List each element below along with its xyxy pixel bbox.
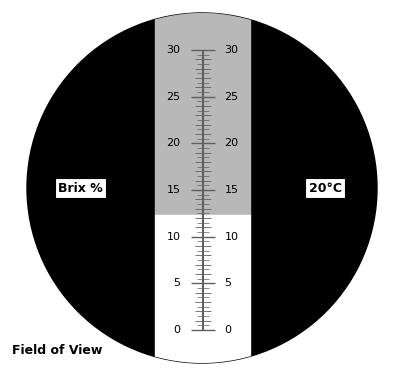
Text: 30: 30 — [225, 45, 238, 55]
Text: 15: 15 — [166, 185, 181, 195]
Text: 10: 10 — [225, 232, 238, 242]
Circle shape — [27, 13, 377, 363]
Text: 10: 10 — [166, 232, 181, 242]
Text: 20: 20 — [225, 138, 239, 148]
Text: Field of View: Field of View — [12, 344, 102, 356]
Text: 25: 25 — [225, 92, 239, 102]
Text: 25: 25 — [166, 92, 181, 102]
Bar — [155, 13, 250, 215]
Text: 30: 30 — [166, 45, 181, 55]
Text: 15: 15 — [225, 185, 238, 195]
Text: 5: 5 — [225, 278, 231, 288]
Text: 5: 5 — [173, 278, 181, 288]
Text: 20: 20 — [166, 138, 181, 148]
Text: 0: 0 — [225, 325, 231, 335]
Text: 0: 0 — [173, 325, 181, 335]
Text: Brix %: Brix % — [58, 182, 102, 195]
Text: 20°C: 20°C — [309, 182, 341, 195]
Bar — [155, 215, 250, 363]
